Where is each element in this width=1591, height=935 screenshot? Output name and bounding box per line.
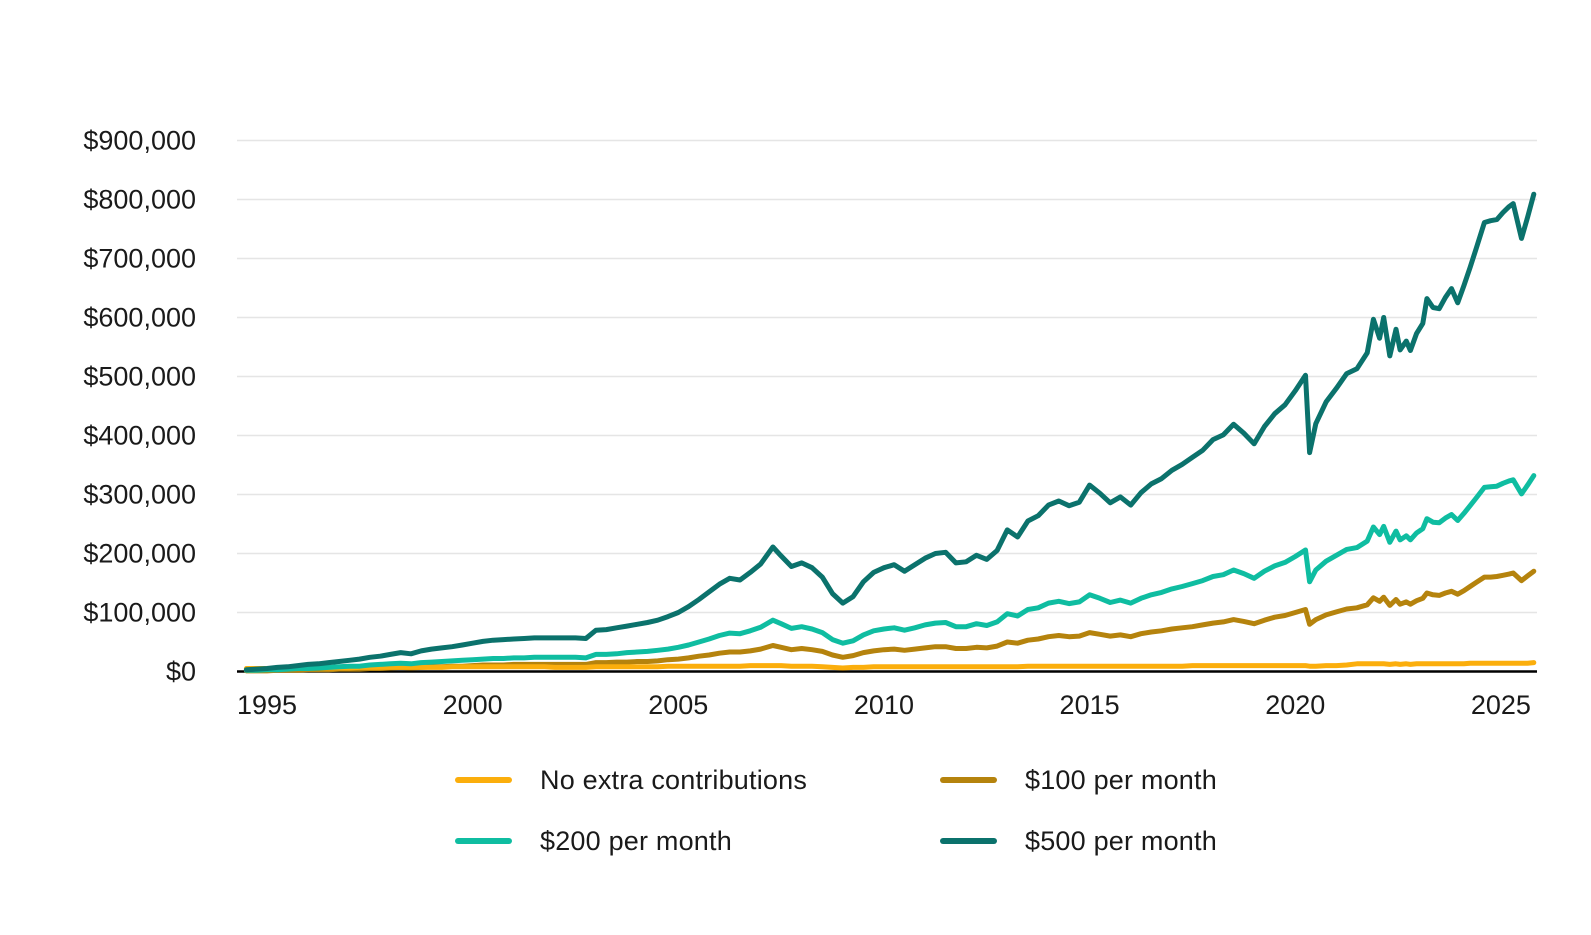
y-tick-label: $200,000	[83, 539, 196, 569]
y-tick-label: $500,000	[83, 362, 196, 392]
legend-swatch-no-extra-contributions	[455, 777, 512, 783]
y-tick-label: $400,000	[83, 421, 196, 451]
legend-item-500-per-month: $500 per month	[940, 826, 1217, 856]
series-line-3	[243, 191, 1537, 673]
legend-item-200-per-month: $200 per month	[455, 826, 732, 856]
legend-swatch-200-per-month	[455, 838, 512, 844]
y-tick-label: $100,000	[83, 598, 196, 628]
y-tick-label: $300,000	[83, 480, 196, 510]
legend-label-500-per-month: $500 per month	[1025, 826, 1217, 856]
legend-item-100-per-month: $100 per month	[940, 765, 1217, 795]
legend-label-200-per-month: $200 per month	[540, 826, 732, 856]
x-tick-label-2000: 2000	[443, 690, 503, 720]
x-tick-label-2010: 2010	[854, 690, 914, 720]
legend-label-no-extra-contributions: No extra contributions	[540, 765, 808, 795]
x-tick-label-1995: 1995	[237, 690, 297, 720]
legend-label-100-per-month: $100 per month	[1025, 765, 1217, 795]
series-line-0	[243, 660, 1537, 671]
x-tick-label-2015: 2015	[1060, 690, 1120, 720]
y-tick-label: $900,000	[83, 126, 196, 156]
y-tick-label: $700,000	[83, 244, 196, 274]
y-tick-label: $0	[166, 657, 196, 687]
legend-item-no-extra-contributions: No extra contributions	[455, 765, 807, 795]
y-tick-label: $800,000	[83, 185, 196, 215]
x-tick-label-2025: 2025	[1471, 690, 1531, 720]
series-line-1	[243, 568, 1537, 674]
x-tick-label-2005: 2005	[648, 690, 708, 720]
x-tick-label-2020: 2020	[1265, 690, 1325, 720]
series-line-2	[243, 473, 1537, 673]
legend-swatch-500-per-month	[940, 838, 997, 844]
y-tick-label: $600,000	[83, 303, 196, 333]
line-chart: $0 $100,000 $200,000 $300,000 $400,000 $500,0…	[83, 126, 1537, 720]
legend-swatch-100-per-month	[940, 777, 997, 783]
